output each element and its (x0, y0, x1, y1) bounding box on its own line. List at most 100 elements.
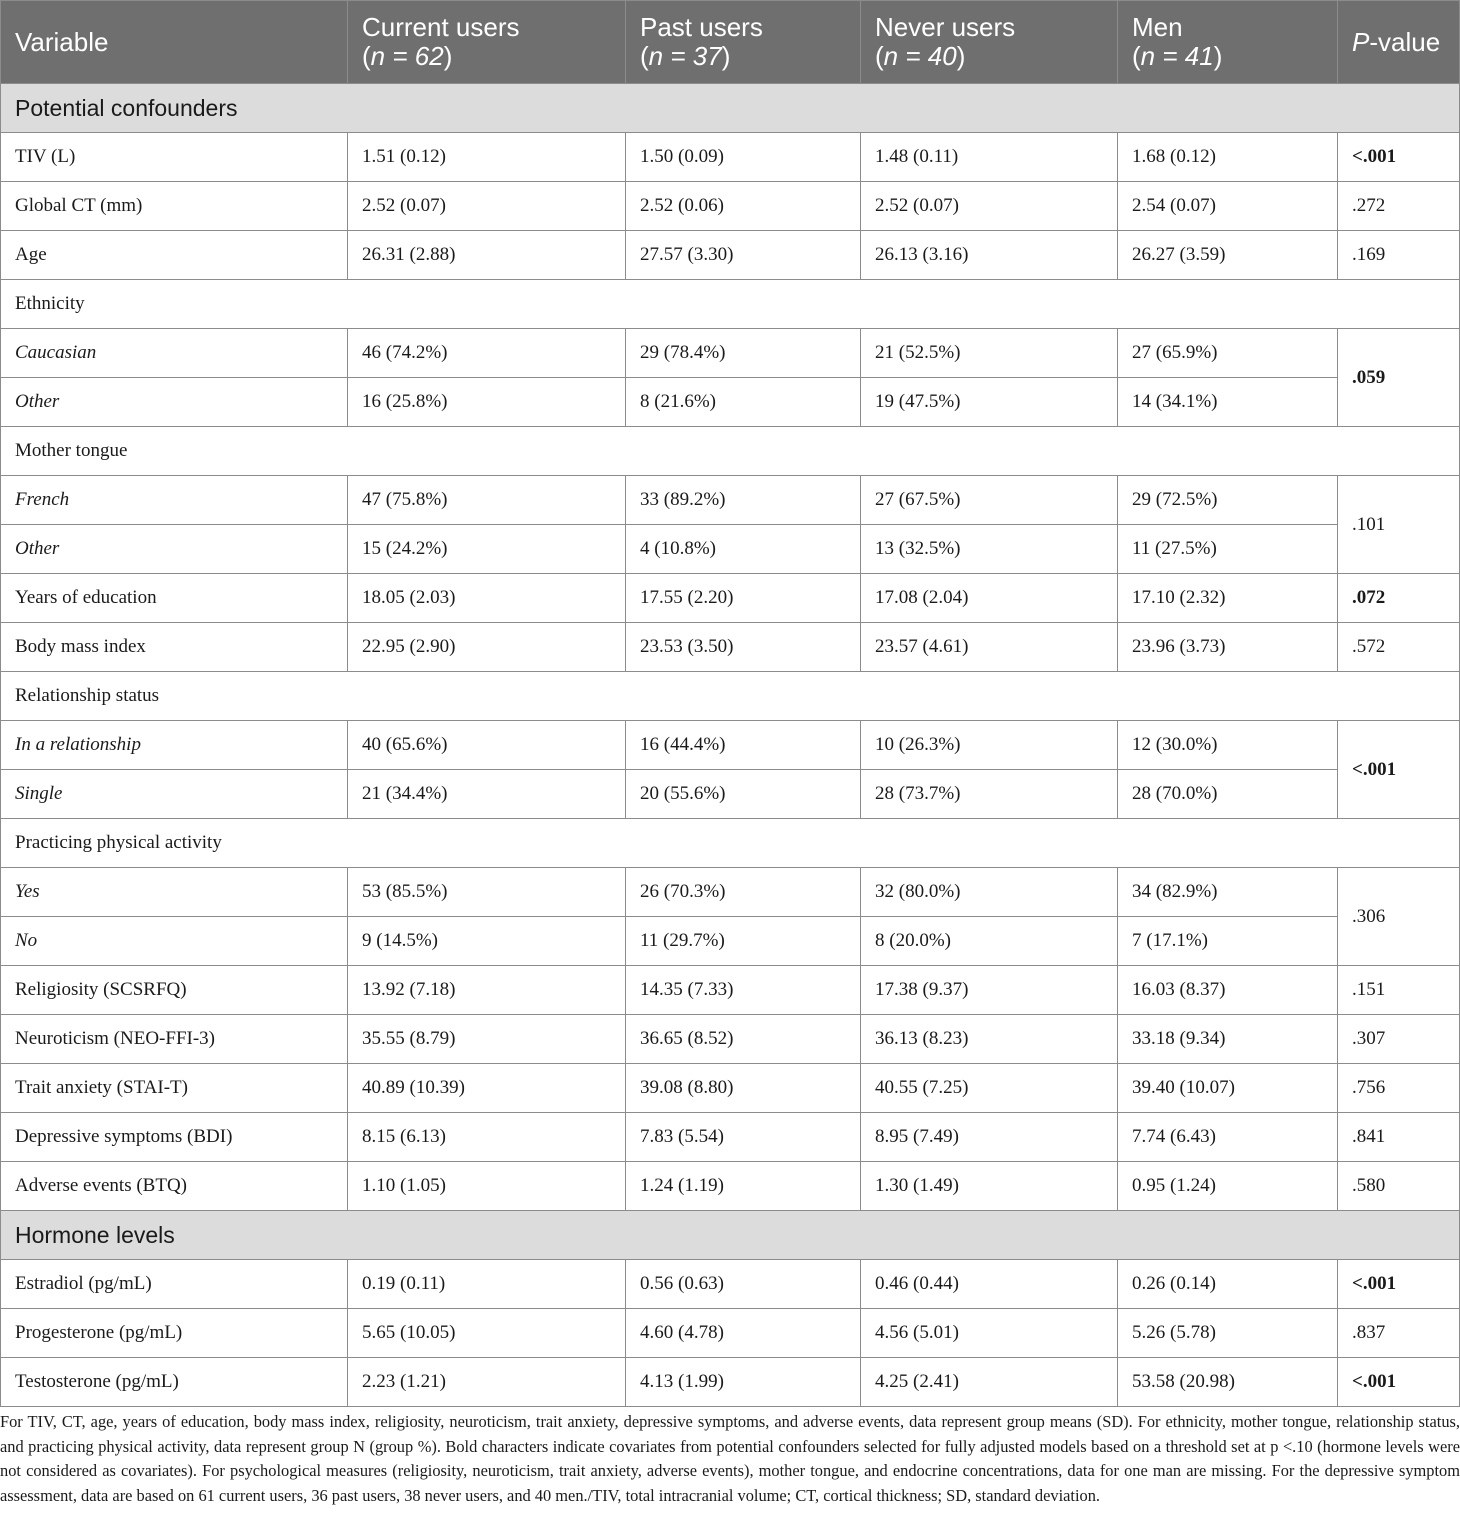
cell-current: 35.55 (8.79) (347, 1014, 626, 1064)
cell-p-value: .572 (1337, 622, 1460, 672)
cell-p-value: <.001 (1337, 1259, 1460, 1309)
row-sublabel: No (0, 916, 348, 966)
row-label: Global CT (mm) (0, 181, 348, 231)
cell-current: 2.23 (1.21) (347, 1357, 626, 1407)
row-label: Testosterone (pg/mL) (0, 1357, 348, 1407)
cell-men: 11 (27.5%) (1117, 524, 1338, 574)
cell-men: 34 (82.9%) (1117, 867, 1338, 917)
cell-p-value: .151 (1337, 965, 1460, 1015)
cell-men: 14 (34.1%) (1117, 377, 1338, 427)
cell-men: 5.26 (5.78) (1117, 1308, 1338, 1358)
cell-p-value: .841 (1337, 1112, 1460, 1162)
table-row-depressive: Depressive symptoms (BDI) 8.15 (6.13) 7.… (0, 1112, 1460, 1162)
cell-never: 21 (52.5%) (860, 328, 1118, 378)
cell-current: 18.05 (2.03) (347, 573, 626, 623)
cell-never: 19 (47.5%) (860, 377, 1118, 427)
cell-never: 2.52 (0.07) (860, 181, 1118, 231)
col-never-users: Never users (n = 40) (860, 0, 1118, 84)
cell-current: 40 (65.6%) (347, 720, 626, 770)
table-row-ethnicity-caucasian: Caucasian 46 (74.2%) 29 (78.4%) 21 (52.5… (0, 328, 1460, 427)
cell-men: 2.54 (0.07) (1117, 181, 1338, 231)
cell-p-value: .756 (1337, 1063, 1460, 1113)
cell-past: 4 (10.8%) (625, 524, 861, 574)
cell-current: 13.92 (7.18) (347, 965, 626, 1015)
section-hormone-levels: Hormone levels (0, 1210, 1460, 1260)
cell-p-value: <.001 (1337, 132, 1460, 182)
cell-current: 8.15 (6.13) (347, 1112, 626, 1162)
table-row-mother-tongue: Mother tongue (0, 426, 1460, 476)
results-table: Variable Current users (n = 62) Past user… (0, 0, 1460, 1407)
cell-current: 22.95 (2.90) (347, 622, 626, 672)
cell-past: 39.08 (8.80) (625, 1063, 861, 1113)
row-label: Neuroticism (NEO-FFI-3) (0, 1014, 348, 1064)
cell-p-value: .307 (1337, 1014, 1460, 1064)
cell-men: 16.03 (8.37) (1117, 965, 1338, 1015)
table-row-physical-activity: Practicing physical activity (0, 818, 1460, 868)
table-row-rel-in: In a relationship 40 (65.6%) 16 (44.4%) … (0, 720, 1460, 819)
table-row-ethnicity-other: Other 16 (25.8%) 8 (21.6%) 19 (47.5%) 14… (0, 377, 1460, 427)
col-variable: Variable (0, 0, 348, 84)
col-current-users: Current users (n = 62) (347, 0, 626, 84)
cell-past: 2.52 (0.06) (625, 181, 861, 231)
cell-men: 0.95 (1.24) (1117, 1161, 1338, 1211)
cell-never: 8 (20.0%) (860, 916, 1118, 966)
cell-p-value: .837 (1337, 1308, 1460, 1358)
table-row-bmi: Body mass index 22.95 (2.90) 23.53 (3.50… (0, 622, 1460, 672)
table-footnote: For TIV, CT, age, years of education, bo… (0, 1412, 1460, 1505)
cell-men: 7 (17.1%) (1117, 916, 1338, 966)
cell-current: 5.65 (10.05) (347, 1308, 626, 1358)
row-sublabel: Single (0, 769, 348, 819)
col-past-users: Past users (n = 37) (625, 0, 861, 84)
cell-current: 0.19 (0.11) (347, 1259, 626, 1309)
cell-p-value: .072 (1337, 573, 1460, 623)
cell-never: 26.13 (3.16) (860, 230, 1118, 280)
cell-men: 39.40 (10.07) (1117, 1063, 1338, 1113)
table-row-global-ct: Global CT (mm) 2.52 (0.07) 2.52 (0.06) 2… (0, 181, 1460, 231)
row-sublabel: French (0, 475, 348, 525)
cell-current: 1.10 (1.05) (347, 1161, 626, 1211)
cell-men: 12 (30.0%) (1117, 720, 1338, 770)
cell-current: 47 (75.8%) (347, 475, 626, 525)
cell-past: 20 (55.6%) (625, 769, 861, 819)
cell-past: 29 (78.4%) (625, 328, 861, 378)
cell-p-value: .580 (1337, 1161, 1460, 1211)
cell-men: 33.18 (9.34) (1117, 1014, 1338, 1064)
cell-current: 2.52 (0.07) (347, 181, 626, 231)
table-row-progesterone: Progesterone (pg/mL) 5.65 (10.05) 4.60 (… (0, 1308, 1460, 1358)
cell-past: 14.35 (7.33) (625, 965, 861, 1015)
cell-current: 53 (85.5%) (347, 867, 626, 917)
cell-current: 15 (24.2%) (347, 524, 626, 574)
cell-never: 40.55 (7.25) (860, 1063, 1118, 1113)
cell-current: 9 (14.5%) (347, 916, 626, 966)
cell-past: 4.60 (4.78) (625, 1308, 861, 1358)
cell-current: 21 (34.4%) (347, 769, 626, 819)
cell-past: 27.57 (3.30) (625, 230, 861, 280)
row-label: Progesterone (pg/mL) (0, 1308, 348, 1358)
cell-current: 40.89 (10.39) (347, 1063, 626, 1113)
cell-never: 32 (80.0%) (860, 867, 1118, 917)
table-row-rel-single: Single 21 (34.4%) 20 (55.6%) 28 (73.7%) … (0, 769, 1460, 819)
cell-never: 13 (32.5%) (860, 524, 1118, 574)
cell-never: 8.95 (7.49) (860, 1112, 1118, 1162)
cell-never: 1.48 (0.11) (860, 132, 1118, 182)
cell-never: 10 (26.3%) (860, 720, 1118, 770)
cell-past: 1.24 (1.19) (625, 1161, 861, 1211)
cell-past: 16 (44.4%) (625, 720, 861, 770)
row-label: Estradiol (pg/mL) (0, 1259, 348, 1309)
cell-never: 23.57 (4.61) (860, 622, 1118, 672)
col-men: Men (n = 41) (1117, 0, 1338, 84)
table-row-ethnicity: Ethnicity (0, 279, 1460, 329)
cell-never: 27 (67.5%) (860, 475, 1118, 525)
cell-past: 8 (21.6%) (625, 377, 861, 427)
cell-men: 53.58 (20.98) (1117, 1357, 1338, 1407)
cell-p-value: .169 (1337, 230, 1460, 280)
cell-men: 7.74 (6.43) (1117, 1112, 1338, 1162)
cell-men: 29 (72.5%) (1117, 475, 1338, 525)
table-row-adverse-events: Adverse events (BTQ) 1.10 (1.05) 1.24 (1… (0, 1161, 1460, 1211)
cell-past: 1.50 (0.09) (625, 132, 861, 182)
cell-p-value: .306 (1337, 867, 1460, 966)
cell-past: 23.53 (3.50) (625, 622, 861, 672)
cell-never: 17.08 (2.04) (860, 573, 1118, 623)
cell-men: 1.68 (0.12) (1117, 132, 1338, 182)
table-row-relationship: Relationship status (0, 671, 1460, 721)
